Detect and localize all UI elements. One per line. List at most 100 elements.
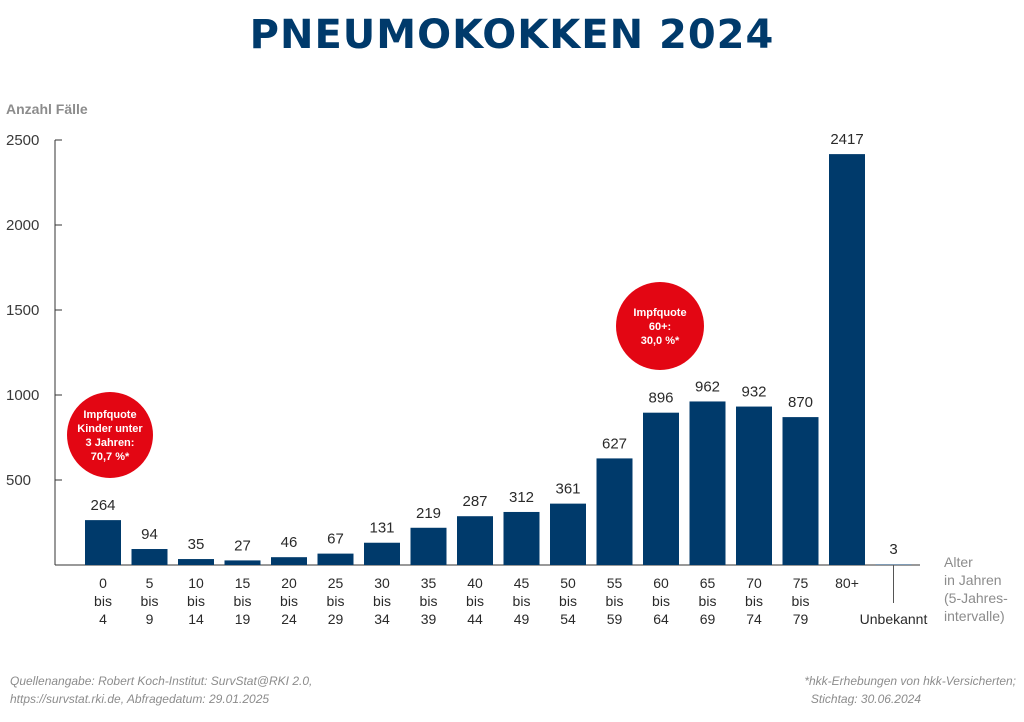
bar [410, 527, 447, 565]
x-tick-label: 54 [560, 611, 576, 627]
x-tick-label: 60 [653, 575, 669, 591]
bar [178, 559, 214, 565]
x-tick-label: bis [373, 593, 391, 609]
bar-value-label: 35 [188, 536, 205, 553]
bar-value-label: 361 [555, 481, 580, 498]
bar-value-label: 312 [509, 489, 534, 506]
x-tick-label: bis [513, 593, 531, 609]
x-tick-label: bis [792, 593, 810, 609]
x-tick-label: bis [606, 593, 624, 609]
bar-value-label: 27 [234, 537, 251, 554]
y-tick-label: 2000 [6, 217, 39, 234]
bar-value-label: 3 [889, 541, 897, 558]
x-tick-label: 69 [700, 611, 716, 627]
bar-value-label: 896 [648, 390, 673, 407]
x-tick-label: 50 [560, 575, 576, 591]
bar [829, 154, 865, 566]
bar [131, 549, 168, 565]
annotation-text: 70,7 %* [91, 451, 130, 463]
footnote: *hkk-Erhebungen von hkk-Versicherten; St… [804, 672, 1016, 708]
bar-value-label: 962 [695, 378, 720, 395]
annotation-text: Impfquote [83, 409, 136, 421]
y-tick-label: 1000 [6, 387, 39, 404]
bar [596, 458, 633, 565]
bar [85, 520, 121, 565]
x-tick-label: bis [327, 593, 345, 609]
x-tick-label: 40 [467, 575, 483, 591]
bar-value-label: 67 [327, 531, 344, 548]
bar [736, 406, 772, 565]
source-note: Quellenangabe: Robert Koch-Institut: Sur… [10, 672, 312, 708]
x-tick-label: 9 [146, 611, 154, 627]
bar-value-label: 94 [141, 526, 158, 543]
x-tick-label: bis [420, 593, 438, 609]
x-tick-label: 65 [700, 575, 716, 591]
bar-value-label: 219 [416, 505, 441, 522]
bar [224, 560, 261, 565]
x-tick-label: 74 [746, 611, 762, 627]
x-tick-label: 30 [374, 575, 390, 591]
bar-value-label: 46 [281, 534, 298, 551]
x-tick-label: 14 [188, 611, 204, 627]
x-tick-label: bis [280, 593, 298, 609]
y-axis-label: Anzahl Fälle [6, 101, 88, 117]
bar-value-label: 870 [788, 394, 813, 411]
bar [643, 412, 679, 565]
bar [875, 564, 912, 565]
y-tick-label: 2500 [6, 132, 39, 149]
x-tick-label: 70 [746, 575, 762, 591]
x-tick-label: 10 [188, 575, 204, 591]
x-tick-label: 15 [235, 575, 251, 591]
x-tick-label: bis [559, 593, 577, 609]
x-tick-label: 20 [281, 575, 297, 591]
x-tick-label: bis [141, 593, 159, 609]
x-tick-label: Unbekannt [860, 611, 928, 627]
x-tick-label: bis [187, 593, 205, 609]
bar-value-label: 131 [369, 520, 394, 537]
x-tick-label: bis [652, 593, 670, 609]
annotation-badge [616, 282, 704, 370]
annotation-text: Impfquote [633, 307, 686, 319]
bar [457, 516, 493, 565]
x-tick-label: 34 [374, 611, 390, 627]
bar [317, 553, 354, 565]
bar-value-label: 264 [90, 497, 115, 514]
annotation-badge [67, 392, 153, 478]
bar-value-label: 627 [602, 435, 627, 452]
y-tick-label: 500 [6, 472, 31, 489]
bar-value-label: 932 [741, 384, 766, 401]
x-tick-label: 19 [235, 611, 251, 627]
x-tick-label: 59 [607, 611, 623, 627]
x-tick-label: 35 [421, 575, 437, 591]
x-tick-label: 39 [421, 611, 437, 627]
x-tick-label: 44 [467, 611, 483, 627]
source-line: https://survstat.rki.de, Abfragedatum: 2… [10, 692, 270, 706]
x-tick-label: 0 [99, 575, 107, 591]
x-tick-label: bis [234, 593, 252, 609]
x-tick-label: 64 [653, 611, 669, 627]
bar [271, 557, 307, 565]
x-tick-label: 49 [514, 611, 530, 627]
x-tick-label: bis [94, 593, 112, 609]
annotation-text: Kinder unter [77, 423, 143, 435]
bar [689, 401, 726, 565]
annotation-text: 60+: [649, 321, 671, 333]
bar-value-label: 2417 [830, 131, 863, 148]
x-axis-label-line: (5-Jahres- [944, 590, 1008, 606]
x-tick-label: 5 [146, 575, 154, 591]
x-tick-label: bis [466, 593, 484, 609]
bar [782, 417, 819, 565]
x-tick-label: 80+ [835, 575, 859, 591]
x-tick-label: 55 [607, 575, 623, 591]
annotation-text: 30,0 %* [641, 335, 680, 347]
bar [364, 542, 400, 565]
bars: 2640bis4945bis93510bis142715bis194620bis… [85, 131, 927, 627]
x-tick-label: bis [699, 593, 717, 609]
x-axis-label: Alter in Jahren (5-Jahres- intervalle) [944, 554, 1012, 624]
x-tick-label: 79 [793, 611, 809, 627]
x-tick-label: 29 [328, 611, 344, 627]
x-tick-label: 75 [793, 575, 809, 591]
annotation-text: 3 Jahren: [86, 437, 135, 449]
source-line: Quellenangabe: Robert Koch-Institut: Sur… [10, 674, 313, 688]
